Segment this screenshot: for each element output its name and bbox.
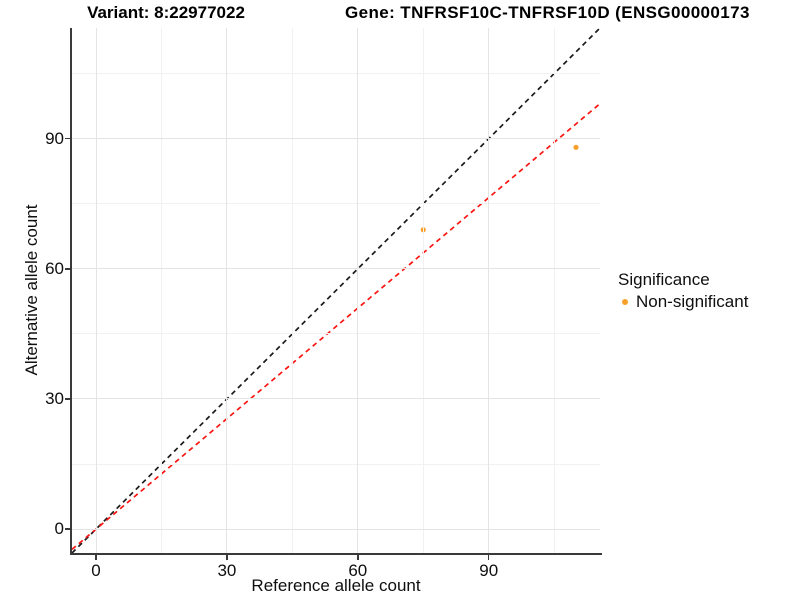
gridline-y-major bbox=[72, 528, 600, 530]
legend: Significance Non-significant bbox=[618, 270, 748, 311]
gridline-y-major bbox=[72, 398, 600, 400]
y-tick-mark bbox=[65, 137, 70, 140]
y-axis-title: Alternative allele count bbox=[22, 204, 41, 376]
x-tick-label: 0 bbox=[91, 561, 101, 580]
gridline-x-minor bbox=[422, 28, 424, 553]
y-tick-mark bbox=[65, 268, 70, 270]
gridline-y-minor bbox=[72, 333, 600, 335]
gridline-y-minor bbox=[72, 463, 600, 465]
gridline-y-minor bbox=[72, 203, 600, 205]
gridline-x-minor bbox=[291, 28, 293, 553]
x-tick-label: 90 bbox=[479, 561, 499, 580]
x-tick-mark bbox=[226, 555, 228, 560]
x-tick-mark bbox=[487, 555, 490, 560]
x-tick-label: 60 bbox=[348, 561, 368, 580]
plot-title-variant: Variant: 8:22977022 bbox=[87, 3, 245, 22]
legend-item-label: Non-significant bbox=[636, 292, 749, 311]
legend-title: Significance bbox=[618, 270, 710, 289]
x-axis-title: Reference allele count bbox=[251, 576, 421, 595]
ratio-line bbox=[72, 103, 600, 551]
y-axis-line bbox=[70, 28, 72, 555]
data-point bbox=[573, 144, 579, 150]
legend-point-icon bbox=[622, 299, 628, 305]
gridline-y-major bbox=[72, 268, 600, 270]
x-axis-line bbox=[70, 553, 602, 555]
gridline-x-major bbox=[357, 28, 359, 553]
x-tick-mark bbox=[95, 555, 97, 560]
gridline-x-major bbox=[226, 28, 228, 553]
identity-line bbox=[72, 28, 600, 553]
gridline-x-major bbox=[95, 28, 97, 553]
y-tick-mark bbox=[65, 398, 70, 400]
x-tick-label: 30 bbox=[217, 561, 237, 580]
plot-panel bbox=[72, 28, 600, 553]
y-tick-label: 90 bbox=[45, 128, 64, 148]
y-tick-label: 0 bbox=[54, 519, 64, 539]
gridline-y-major bbox=[72, 138, 600, 140]
gridline-x-major bbox=[488, 28, 490, 553]
x-tick-mark bbox=[357, 555, 359, 560]
scatter-plot-canvas bbox=[72, 28, 600, 553]
gridline-y-minor bbox=[72, 73, 600, 75]
gridline-x-minor bbox=[553, 28, 555, 553]
gridline-x-minor bbox=[160, 28, 162, 553]
y-tick-mark bbox=[65, 528, 70, 530]
y-tick-label: 30 bbox=[45, 388, 64, 408]
y-tick-label: 60 bbox=[45, 258, 64, 278]
legend-item: Non-significant bbox=[618, 293, 748, 311]
plot-title-gene: Gene: TNFRSF10C-TNFRSF10D (ENSG00000173 bbox=[345, 3, 750, 22]
